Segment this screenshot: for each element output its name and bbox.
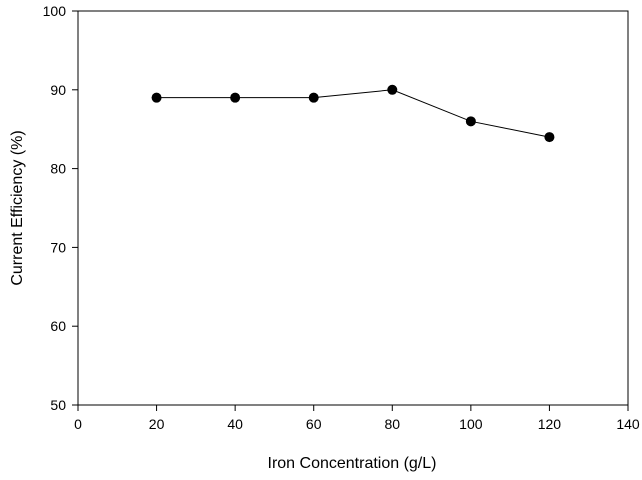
- data-point: [387, 84, 398, 95]
- x-tick-label: 40: [227, 416, 243, 432]
- y-tick-label: 70: [50, 239, 66, 255]
- x-axis-title: Iron Concentration (g/L): [268, 455, 437, 472]
- data-point: [465, 116, 476, 127]
- x-tick-label: 120: [538, 416, 562, 432]
- y-tick-label: 100: [43, 3, 67, 19]
- y-tick-label: 60: [50, 318, 66, 334]
- x-tick-label: 20: [149, 416, 165, 432]
- y-axis-title: Current Efficiency (%): [9, 130, 26, 285]
- x-tick-label: 100: [459, 416, 483, 432]
- data-point: [230, 92, 241, 103]
- y-tick-label: 80: [50, 161, 66, 177]
- data-point: [151, 92, 162, 103]
- plot-frame: [77, 10, 629, 406]
- series: [151, 84, 555, 143]
- data-point: [308, 92, 319, 103]
- ticks: 0 20 40 60 80 100 120 140 50 60 70 80 90 100: [43, 3, 640, 432]
- data-point: [544, 132, 555, 143]
- x-tick-label: 140: [616, 416, 640, 432]
- x-tick-label: 0: [74, 416, 82, 432]
- y-tick-label: 50: [50, 397, 66, 413]
- x-tick-label: 60: [306, 416, 322, 432]
- y-tick-label: 90: [50, 82, 66, 98]
- series-line: [156, 89, 550, 138]
- x-tick-label: 80: [384, 416, 400, 432]
- axes: [77, 10, 629, 406]
